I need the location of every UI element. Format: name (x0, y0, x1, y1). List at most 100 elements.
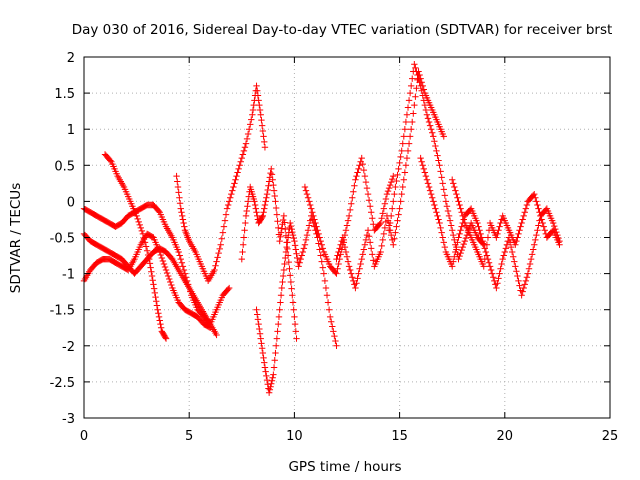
data-point (382, 195, 390, 203)
x-tick-label: 20 (497, 429, 514, 444)
data-point (496, 270, 503, 277)
data-point (254, 92, 262, 99)
data-point (275, 313, 283, 321)
data-point (385, 227, 393, 234)
data-point (326, 313, 334, 321)
data-point (228, 190, 235, 198)
data-point (220, 223, 228, 230)
data-point (269, 176, 276, 183)
data-point (150, 281, 157, 288)
data-point (424, 180, 432, 187)
data-point (383, 190, 391, 198)
series-track-1 (80, 201, 233, 328)
data-point (254, 87, 261, 94)
data-point (386, 181, 394, 189)
data-point (398, 190, 405, 198)
data-point (362, 178, 370, 186)
data-point (401, 169, 409, 176)
data-point (455, 198, 462, 205)
data-point (225, 198, 233, 205)
data-point (457, 205, 464, 212)
data-point (370, 221, 377, 228)
data-point (502, 245, 510, 252)
data-point (261, 205, 268, 212)
data-point (328, 318, 335, 325)
data-point (254, 212, 261, 220)
data-point (475, 223, 482, 230)
data-point (148, 272, 156, 280)
data-point (390, 172, 397, 180)
data-point (442, 198, 450, 205)
data-point (367, 245, 375, 252)
data-point (329, 323, 336, 330)
data-point (415, 75, 422, 82)
data-point (244, 130, 252, 138)
data-point (156, 248, 163, 256)
data-point (421, 101, 429, 109)
data-point (351, 182, 358, 189)
data-point (263, 190, 271, 198)
data-point (334, 252, 341, 259)
data-point (349, 194, 356, 201)
data-point (411, 61, 418, 68)
data-point (155, 310, 162, 317)
data-point (272, 349, 279, 357)
data-point (281, 219, 288, 226)
data-point (512, 263, 519, 270)
data-point (235, 165, 242, 173)
data-point (176, 200, 184, 207)
data-point (354, 275, 361, 282)
data-point (536, 209, 543, 216)
data-point (293, 335, 300, 342)
data-point (279, 272, 287, 280)
data-point (303, 190, 311, 198)
data-point (251, 198, 258, 205)
data-point (179, 263, 187, 270)
data-point (354, 169, 361, 176)
data-point (319, 245, 327, 252)
data-point (254, 311, 261, 318)
data-point (332, 269, 339, 276)
data-point (531, 190, 538, 198)
data-point (513, 237, 520, 245)
data-point (345, 212, 353, 220)
data-point (207, 324, 214, 331)
data-point (522, 277, 530, 285)
data-point (243, 207, 250, 215)
data-point (460, 216, 467, 223)
data-point (339, 234, 346, 241)
data-point (270, 187, 278, 194)
data-point (342, 227, 350, 234)
data-point (256, 101, 263, 109)
x-tick-label: 0 (80, 429, 88, 444)
data-point (379, 210, 386, 217)
data-point (285, 258, 292, 266)
data-point (352, 176, 359, 183)
data-point (282, 225, 289, 233)
data-point (286, 265, 293, 272)
data-point (346, 266, 354, 274)
data-point (523, 274, 531, 281)
data-point (308, 205, 315, 212)
data-point (292, 328, 300, 335)
data-point (261, 138, 268, 146)
data-point (425, 118, 433, 126)
data-point (392, 183, 399, 191)
data-point (494, 280, 501, 287)
data-point (450, 258, 457, 265)
data-point (230, 183, 237, 191)
data-point (303, 231, 311, 239)
data-point (393, 223, 400, 230)
data-point (142, 243, 150, 250)
data-point (390, 241, 397, 248)
data-point (396, 159, 403, 167)
y-tick-label: -1 (62, 268, 75, 283)
data-point (288, 285, 295, 292)
data-point (254, 316, 262, 323)
data-point (176, 252, 183, 259)
data-point (362, 236, 370, 244)
data-point (431, 201, 438, 209)
data-point (432, 142, 439, 150)
data-point (229, 187, 236, 194)
